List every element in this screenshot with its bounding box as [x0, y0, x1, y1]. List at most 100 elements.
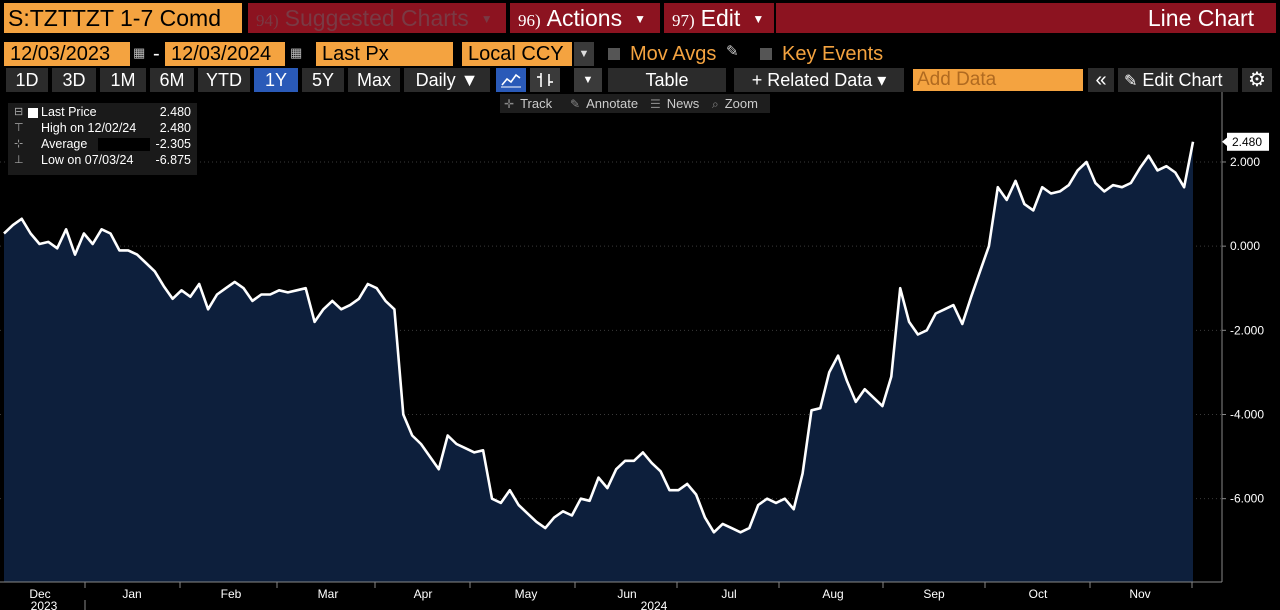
gear-icon[interactable]: ⚙ [1242, 68, 1272, 92]
legend-low-value: -6.875 [155, 153, 191, 167]
edit-chart-label: Edit Chart [1142, 70, 1223, 90]
legend-low-label: Low on 07/03/24 [41, 153, 134, 167]
legend-low-row: ⊥ Low on 07/03/24 -6.875 [8, 153, 197, 168]
period-button-ytd[interactable]: YTD [198, 68, 250, 92]
annotate-label: Annotate [586, 96, 639, 111]
pencil-icon: ✎ [1124, 73, 1138, 90]
zoom-label: Zoom [724, 96, 758, 111]
frequency-selector[interactable]: Daily ▼ [404, 68, 490, 92]
calendar-icon[interactable]: ▦ [290, 45, 303, 60]
y-tick-label: -6.000 [1230, 492, 1264, 506]
news-label: News [666, 96, 700, 111]
last-value-label: 2.480 [1232, 135, 1262, 149]
legend-last-label: Last Price [41, 105, 97, 119]
x-tick-label: Sep [923, 587, 945, 601]
chart-legend: ⊟ Last Price 2.480 ⊤ High on 12/02/24 2.… [8, 103, 197, 175]
price-line [3, 141, 1195, 534]
x-tick-label: Jan [122, 587, 141, 601]
legend-average-label: Average [41, 137, 88, 151]
y-tick-label: -2.000 [1230, 323, 1264, 337]
period-button-3d[interactable]: 3D [52, 68, 96, 92]
news-icon: ☰ [650, 97, 661, 111]
x-tick-label: Feb [221, 587, 242, 601]
actions-label: Actions [546, 5, 623, 31]
legend-high-label: High on 12/02/24 [41, 121, 137, 135]
edit-button[interactable]: 97) Edit ▼ [664, 3, 774, 33]
series-swatch [28, 108, 38, 118]
x-tick-label: Dec [29, 587, 50, 601]
period-button-1d[interactable]: 1D [6, 68, 48, 92]
legend-high-value: 2.480 [159, 121, 191, 135]
key-events-label[interactable]: Key Events [782, 43, 884, 65]
y-axis: 2.000 0.000 -2.000 -4.000 -6.000 2.480 [1221, 92, 1269, 582]
suggested-charts-button[interactable]: 94) Suggested Charts ▼ [248, 3, 506, 33]
chevron-down-icon: ▼ [634, 12, 646, 26]
edit-label: Edit [700, 5, 741, 31]
currency-selector[interactable]: Local CCY [462, 42, 572, 66]
chevron-down-icon[interactable]: ▼ [574, 42, 594, 66]
search-icon: ⌕ [712, 97, 719, 111]
y-tick-label: -4.000 [1230, 407, 1264, 421]
last-value-tag [1227, 132, 1269, 151]
y-tick-label: 2.000 [1230, 155, 1260, 169]
pencil-icon[interactable]: ✎ [726, 43, 739, 60]
chevron-down-icon[interactable]: ▼ [574, 68, 602, 92]
x-tick-label: May [515, 587, 538, 601]
chevron-down-icon: ▼ [480, 12, 493, 26]
price-chart[interactable]: 2.000 0.000 -2.000 -4.000 -6.000 2.480 Dec Jan… [0, 92, 1280, 610]
period-button-1m[interactable]: 1M [100, 68, 146, 92]
line-chart-icon[interactable] [496, 68, 526, 92]
edit-chart-button[interactable]: ✎ Edit Chart [1118, 68, 1238, 92]
chart-type-title: Line Chart [776, 3, 1276, 33]
crosshair-icon: ✛ [504, 97, 515, 111]
chevron-down-icon: ▼ [752, 12, 765, 26]
collapse-icon[interactable]: « [1088, 68, 1114, 92]
legend-average-row: ⊹ Average -2.305 [8, 137, 197, 152]
legend-high-row: ⊤ High on 12/02/24 2.480 [8, 121, 197, 136]
key-events-checkbox[interactable] [760, 48, 772, 60]
y-tick-label: 0.000 [1230, 239, 1260, 253]
title-bar: S:TZTTZT 1-7 Comd 94) Suggested Charts ▼ 9… [0, 0, 1280, 36]
related-data-button[interactable]: + Related Data ▾ [734, 68, 904, 92]
table-button[interactable]: Table [608, 68, 726, 92]
news-tool[interactable]: ☰ News [646, 94, 708, 113]
date-separator: - [153, 43, 160, 65]
average-marker-icon: ⊹ [14, 138, 24, 150]
period-button-5y[interactable]: 5Y [302, 68, 344, 92]
ticker-field[interactable]: S:TZTTZT 1-7 Comd [4, 3, 242, 33]
x-tick-label: Jun [617, 587, 636, 601]
x-tick-label: Aug [822, 587, 843, 601]
track-label: Track [520, 96, 553, 111]
x-axis: Dec Jan Feb Mar Apr May Jun Jul Aug Sep Oct Nov 2023… [0, 581, 1222, 610]
mov-avgs-checkbox[interactable] [608, 48, 620, 60]
legend-average-value: -2.305 [155, 137, 191, 151]
period-button-1y[interactable]: 1Y [254, 68, 298, 92]
high-marker-icon: ⊤ [14, 122, 24, 134]
mov-avgs-label[interactable]: Mov Avgs [630, 43, 717, 65]
year-label: 2023 [31, 599, 58, 610]
suggested-charts-number: 94) [256, 11, 279, 30]
pencil-icon: ✎ [570, 97, 581, 111]
date-range-row: 12/03/2023 ▦ - 12/03/2024 ▦ Last Px Loca… [0, 40, 1280, 68]
calendar-icon[interactable]: ▦ [133, 45, 146, 60]
x-tick-label: Oct [1029, 587, 1048, 601]
period-button-max[interactable]: Max [348, 68, 400, 92]
end-date-input[interactable]: 12/03/2024 [165, 42, 285, 66]
legend-swatch-black [98, 138, 150, 151]
x-tick-label: Nov [1129, 587, 1150, 601]
start-date-input[interactable]: 12/03/2023 [4, 42, 130, 66]
period-button-6m[interactable]: 6M [150, 68, 194, 92]
period-toolbar: 1D 3D 1M 6M YTD 1Y 5Y Max Daily ▼ ▼ Tabl… [0, 68, 1280, 92]
x-tick-label: Jul [721, 587, 736, 601]
actions-number: 96) [518, 11, 541, 30]
price-area-fill [4, 141, 1193, 583]
x-tick-label: Apr [414, 587, 433, 601]
field-selector[interactable]: Last Px [316, 42, 453, 66]
x-tick-label: Mar [318, 587, 339, 601]
actions-button[interactable]: 96) Actions ▼ [510, 3, 660, 33]
annotate-tool[interactable]: ✎ Annotate [566, 94, 646, 113]
zoom-tool[interactable]: ⌕ Zoom [708, 94, 770, 113]
ohlc-chart-icon[interactable] [530, 68, 560, 92]
track-tool[interactable]: ✛ Track [500, 94, 566, 113]
add-data-input[interactable]: Add Data [913, 69, 1083, 91]
